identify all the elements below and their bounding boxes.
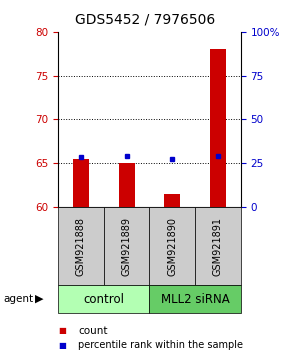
Text: percentile rank within the sample: percentile rank within the sample xyxy=(78,340,243,350)
Text: GSM921889: GSM921889 xyxy=(122,217,131,275)
Text: agent: agent xyxy=(3,294,33,304)
Text: ■: ■ xyxy=(58,326,66,336)
Bar xyxy=(195,207,241,285)
Bar xyxy=(104,207,149,285)
Bar xyxy=(149,285,241,313)
Text: GSM921890: GSM921890 xyxy=(167,217,177,275)
Bar xyxy=(119,163,135,207)
Bar xyxy=(210,50,226,207)
Bar xyxy=(58,207,104,285)
Text: GSM921888: GSM921888 xyxy=(76,217,86,275)
Text: ■: ■ xyxy=(58,341,66,350)
Bar xyxy=(164,194,180,207)
Text: control: control xyxy=(83,293,124,306)
Bar xyxy=(149,207,195,285)
Bar xyxy=(58,285,149,313)
Text: GDS5452 / 7976506: GDS5452 / 7976506 xyxy=(75,12,215,27)
Text: MLL2 siRNA: MLL2 siRNA xyxy=(161,293,229,306)
Text: count: count xyxy=(78,326,108,336)
Text: ▶: ▶ xyxy=(35,294,44,304)
Text: GSM921891: GSM921891 xyxy=(213,217,223,275)
Bar xyxy=(73,159,89,207)
